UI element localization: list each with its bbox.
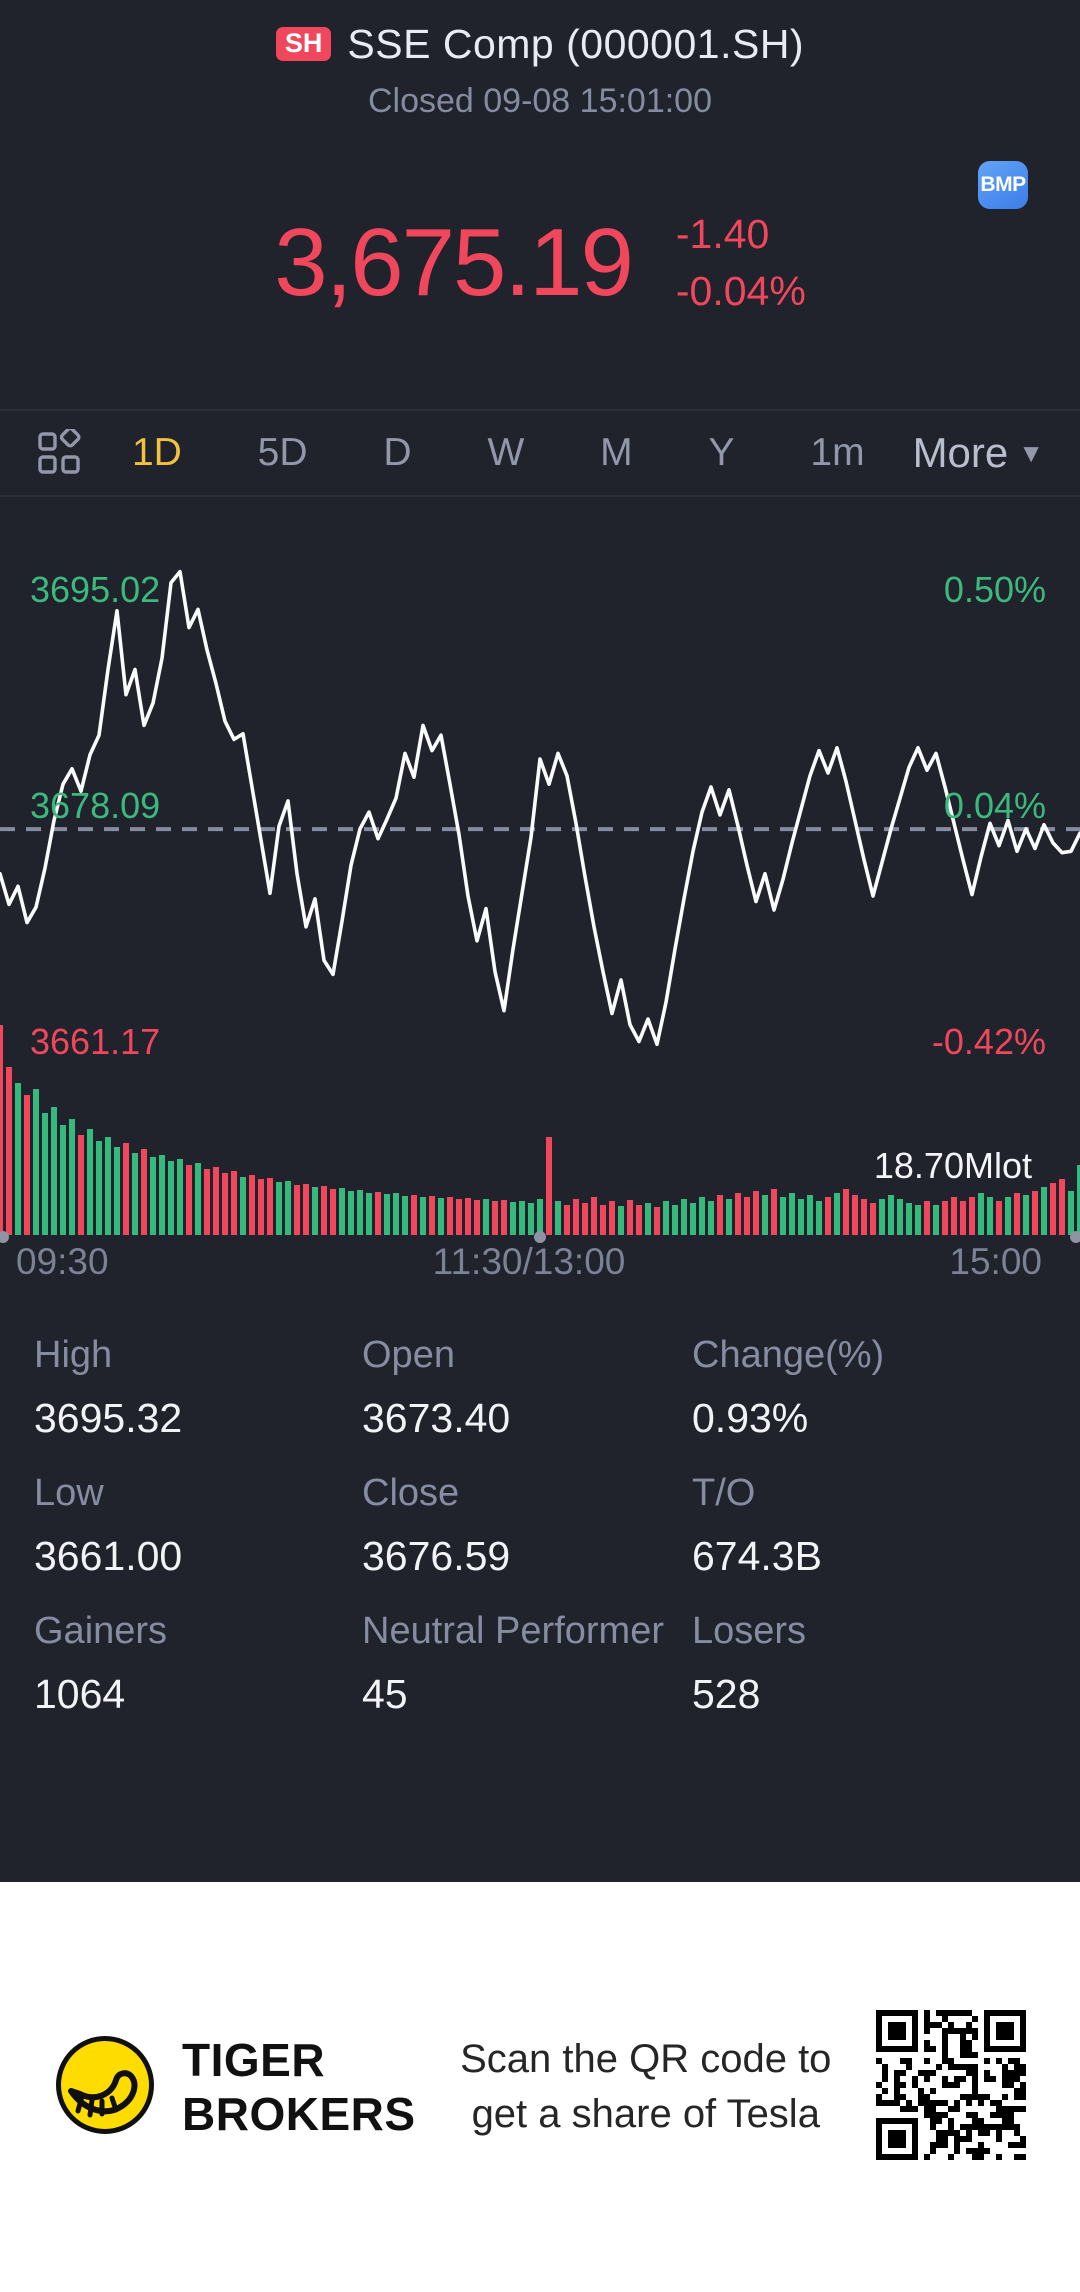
axis-pct-prevclose: 0.04% <box>943 785 1046 826</box>
qr-code <box>876 2009 1026 2165</box>
period-tabbar: 1D 5D D W M Y 1m More ▼ <box>0 409 1080 497</box>
brand-block: TIGER BROKERS <box>54 2033 416 2142</box>
axis-pct-low: -0.42% <box>931 1021 1046 1062</box>
volume-value-label: 18.70Mlot <box>873 1145 1032 1186</box>
market-badge: SH <box>275 27 332 61</box>
stat-low: Low 3661.00 <box>34 1472 183 1579</box>
chart-type-grid-icon[interactable] <box>36 426 84 477</box>
quote-stats: High 3695.32 Open 3673.40 Change(%) 0.93… <box>0 1297 1080 1747</box>
stat-open: Open 3673.40 <box>362 1334 511 1441</box>
chevron-down-icon: ▼ <box>1018 437 1044 468</box>
tab-m[interactable]: M <box>600 431 633 474</box>
axis-label-high: 3695.02 <box>30 569 161 610</box>
market-status: Closed 09-08 15:01:00 <box>367 82 713 120</box>
time-axis: 09:30 11:30/13:00 15:00 <box>0 1241 1080 1283</box>
stat-gainers: Gainers 1064 <box>34 1610 168 1717</box>
stat-close: Close 3676.59 <box>362 1472 511 1579</box>
tab-1m[interactable]: 1m <box>810 431 865 474</box>
more-menu[interactable]: More ▼ <box>913 429 1044 477</box>
stat-neutral: Neutral Performer 45 <box>362 1610 664 1717</box>
tab-d[interactable]: D <box>383 431 412 474</box>
tab-y[interactable]: Y <box>708 431 735 474</box>
time-close: 15:00 <box>949 1241 1042 1282</box>
price-block: 3,675.19 -1.40 -0.04% BMP <box>0 157 1080 369</box>
tab-1d[interactable]: 1D <box>131 431 182 474</box>
time-midday: 11:30/13:00 <box>432 1241 626 1282</box>
quote-header: SH SSE Comp (000001.SH) Closed 09-08 15:… <box>0 0 1080 121</box>
price-change-pct: -0.04% <box>675 268 806 314</box>
stat-losers: Losers 528 <box>692 1610 807 1717</box>
axis-label-low: 3661.17 <box>30 1021 161 1062</box>
period-tabs: 1D 5D D W M Y 1m <box>94 431 903 475</box>
brand-name: TIGER BROKERS <box>182 2033 416 2140</box>
stat-change-pct: Change(%) 0.93% <box>692 1334 885 1441</box>
tiger-brokers-logo-icon <box>54 2034 156 2141</box>
promo-text: Scan the QR code to get a share of Tesla <box>460 2036 832 2136</box>
bmp-badge[interactable]: BMP <box>978 161 1028 209</box>
price-change: -1.40 <box>675 210 770 257</box>
title-row: SH SSE Comp (000001.SH) <box>0 18 1080 70</box>
tab-w[interactable]: W <box>487 431 525 474</box>
more-label: More <box>912 429 1009 476</box>
stat-high: High 3695.32 <box>34 1334 183 1441</box>
chart-canvas[interactable] <box>0 497 1080 1297</box>
axis-label-prevclose: 3678.09 <box>30 785 161 826</box>
time-open: 09:30 <box>16 1241 109 1282</box>
stat-turnover: T/O 674.3B <box>692 1472 822 1579</box>
page-title: SSE Comp (000001.SH) <box>347 20 805 67</box>
axis-pct-high: 0.50% <box>943 569 1046 610</box>
promo-footer: TIGER BROKERS Scan the QR code to get a … <box>0 1882 1080 2292</box>
price-change-group: -1.40 -0.04% <box>675 210 806 314</box>
tab-5d[interactable]: 5D <box>257 431 308 474</box>
intraday-chart[interactable]: 3695.02 0.50% 3678.09 0.04% 3661.17 -0.4… <box>0 497 1080 1297</box>
last-price: 3,675.19 <box>274 209 634 316</box>
